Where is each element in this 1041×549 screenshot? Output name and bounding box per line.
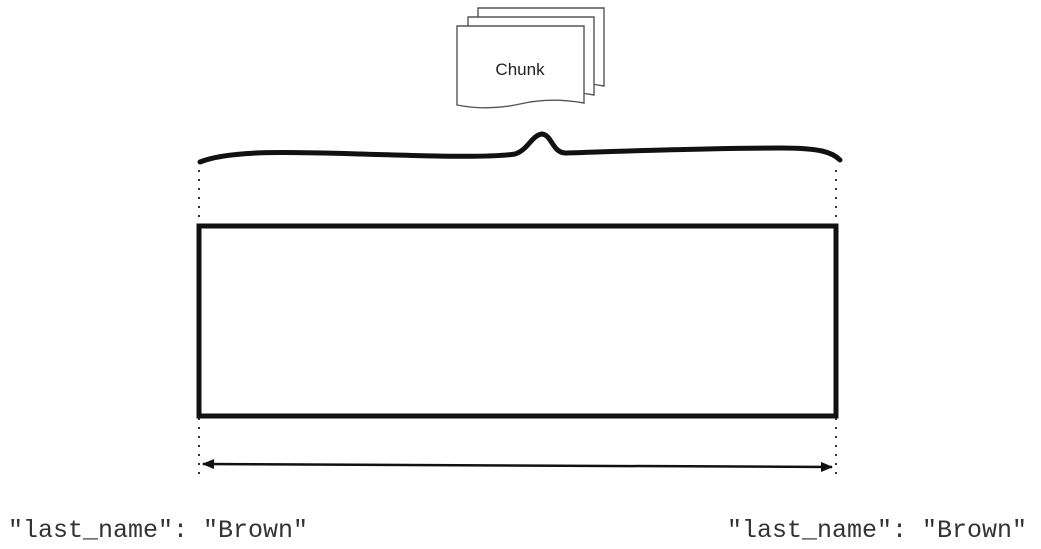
- chunk-range-block: [196, 223, 839, 419]
- chunk-icon: Chunk: [456, 7, 605, 109]
- chunk-page-front: [456, 25, 585, 109]
- range-span-arrow: [202, 459, 833, 472]
- chunk-label: Chunk: [495, 60, 545, 79]
- curly-brace: [197, 131, 843, 165]
- range-start-label: "last_name": "Brown": [8, 516, 308, 545]
- range-end-label: "last_name": "Brown": [727, 516, 1027, 545]
